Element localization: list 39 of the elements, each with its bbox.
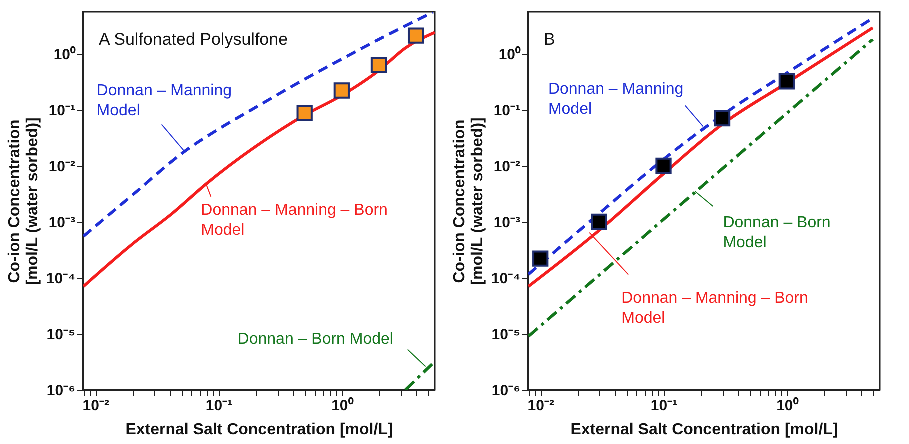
point	[370, 57, 388, 74]
annotation: Donnan – Born Model	[723, 214, 831, 252]
text: A Sulfonated Polysulfone	[99, 30, 288, 49]
annotation: Donnan – Manning Model	[548, 80, 684, 118]
y-tick-label: 10⁻¹	[48, 102, 76, 120]
annotation: Donnan – Manning – Born Model	[622, 290, 808, 327]
annotation: Donnan – Born Model	[238, 330, 394, 348]
y-tick-label: 10⁻⁶	[46, 382, 76, 400]
point	[656, 158, 672, 174]
x-tick-label: 10⁻²	[528, 398, 554, 414]
y-tick-label: 10⁻⁵	[492, 326, 520, 344]
x-axis-title: External Salt Concentration [mol/L]	[570, 422, 838, 438]
annotation: Donnan – Manning Model	[96, 82, 232, 120]
annotation: Donnan – Manning – Born Model	[201, 202, 388, 239]
x-axis-title: External Salt Concentration [mol/L]	[126, 422, 394, 438]
x-tick-label: 10⁻¹	[650, 398, 678, 414]
y-tick-label: 10⁻⁴	[46, 270, 76, 288]
y-tick-label: 10⁻⁶	[492, 382, 520, 400]
point	[532, 250, 549, 267]
y-tick-label: 10⁻⁴	[491, 270, 520, 288]
y-tick-label: 10⁻³	[494, 214, 520, 232]
x-tick-label: 10⁰	[776, 396, 800, 414]
y-tick-label: 10⁰	[498, 45, 522, 64]
y-tick-label: 10⁻²	[494, 158, 520, 176]
x-tick-label: 10⁻²	[82, 398, 110, 414]
point	[334, 82, 350, 99]
text: B	[544, 30, 556, 49]
y-tick-label: 10⁰	[54, 45, 76, 64]
point	[778, 74, 795, 90]
x-tick-label: 10⁻¹	[206, 398, 233, 414]
x-tick-label: 10⁰	[332, 396, 354, 414]
y-axis-title: Co-ion Concentration [mol/L (water sorbed)]	[6, 118, 42, 286]
point	[408, 28, 424, 44]
y-tick-label: 10⁻⁵	[46, 326, 76, 344]
y-tick-label: 10⁻¹	[494, 102, 520, 120]
y-axis-title: Co-ion Concentration [mol/L (water sorbed)]	[451, 118, 486, 286]
point	[296, 104, 313, 122]
y-tick-label: 10⁻³	[48, 214, 76, 232]
y-tick-label: 10⁻²	[48, 158, 76, 176]
